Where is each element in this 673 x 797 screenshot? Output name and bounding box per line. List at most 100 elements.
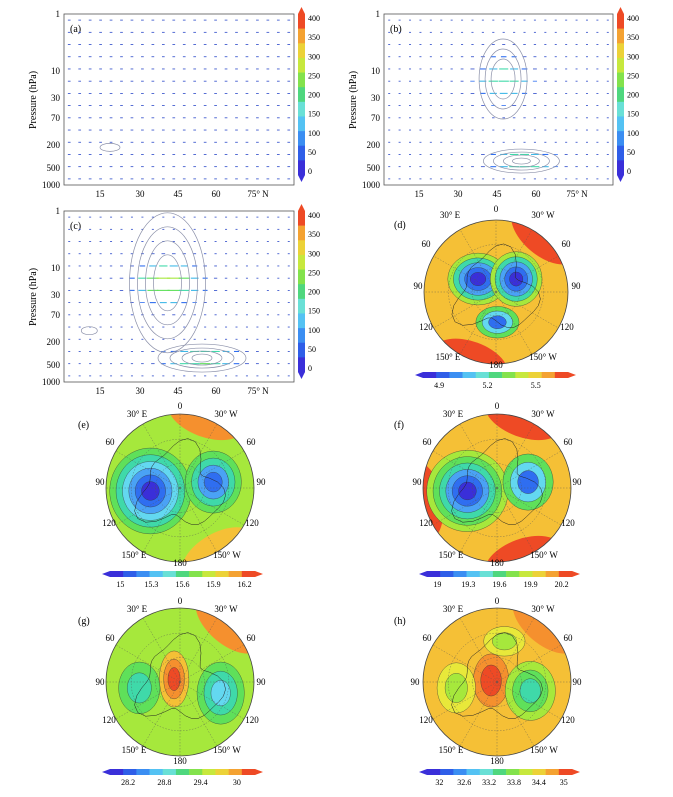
- meridian-line: [496, 644, 562, 683]
- lon-label: 0: [178, 596, 183, 606]
- vector-field: [68, 212, 290, 377]
- meridian-line: [459, 291, 497, 355]
- y-tick-label: 30: [51, 93, 61, 103]
- colorbar-segment: [532, 571, 546, 577]
- colorbar-segment: [617, 28, 624, 44]
- contour-line: [490, 58, 516, 100]
- map-boundary: [105, 607, 255, 757]
- panel-label: (d): [394, 220, 406, 231]
- meridian-line: [432, 487, 498, 526]
- colorbar-segment: [123, 571, 137, 577]
- horizontal-colorbar: 28.2 28.8 29.4 30: [102, 769, 263, 787]
- lon-label: 0: [178, 401, 183, 411]
- colorbar-tick-label: 33.2: [482, 778, 496, 787]
- meridian-line: [432, 644, 498, 683]
- y-tick-label: 1: [376, 9, 381, 19]
- contour-line: [137, 226, 198, 340]
- colorbar-cap-top: [298, 7, 305, 14]
- colorbar-cap-right: [568, 372, 576, 378]
- colorbar-segment: [149, 769, 164, 775]
- colorbar-cap-bottom: [298, 372, 305, 379]
- longitude-labels: 0 30° E 30° W 60 60 90 90 120 120 150° E…: [96, 596, 267, 766]
- plot-frame: [63, 210, 295, 383]
- colorbar-tick-label: 0: [627, 167, 631, 176]
- x-tick-label: 45: [174, 189, 184, 199]
- colorbar-segment: [298, 313, 305, 329]
- coastline: [451, 243, 541, 328]
- colorbar-tick-label: 15.6: [176, 580, 190, 589]
- colorbar-cap-left: [102, 571, 110, 577]
- colorbar-segment: [189, 571, 203, 577]
- contour-fill: [210, 680, 231, 707]
- meridian-line: [179, 487, 245, 526]
- y-tick-label: 10: [51, 263, 61, 273]
- colorbar-tick-label: 50: [308, 345, 316, 354]
- contour-fill: [480, 664, 502, 697]
- colorbar-segment: [189, 769, 203, 775]
- contour-line: [493, 151, 550, 171]
- x-tick-label: 15: [96, 189, 106, 199]
- lon-label: 90: [257, 477, 267, 487]
- colorbar-cap-left: [415, 372, 423, 378]
- lon-label: 180: [489, 360, 503, 370]
- contour-fill: [127, 672, 152, 704]
- colorbar-tick-label: 300: [308, 249, 320, 258]
- lon-label: 0: [495, 596, 500, 606]
- colorbar-tick-label: 100: [627, 129, 639, 138]
- x-tick-label: 45: [493, 189, 503, 199]
- colorbar-segment: [423, 372, 437, 378]
- y-tick-label: 1000: [42, 180, 61, 190]
- colorbar-segment: [545, 571, 560, 577]
- colorbar-segment: [298, 14, 305, 29]
- colorbar-segment: [136, 571, 150, 577]
- lon-label: 90: [413, 477, 423, 487]
- colorbar-segment: [298, 116, 305, 132]
- lon-label: 150° W: [213, 745, 241, 755]
- colorbar-tick-label: 33.8: [507, 778, 521, 787]
- lon-label: 0: [494, 204, 499, 214]
- colorbar-segment: [298, 298, 305, 314]
- lon-label: 60: [247, 437, 257, 447]
- colorbar-tick-label: 15.9: [207, 580, 221, 589]
- colorbar-segment: [136, 769, 150, 775]
- colorbar-cap-bottom: [617, 175, 624, 182]
- x-tick-label: 60: [212, 189, 222, 199]
- colorbar-cap-bottom: [298, 175, 305, 182]
- lon-label: 150° E: [439, 550, 464, 560]
- colorbar-cap-left: [102, 769, 110, 775]
- contour-line: [191, 353, 213, 363]
- contour-fill: [519, 678, 541, 704]
- colorbar-segment: [298, 342, 305, 358]
- panel-label: (h): [394, 616, 406, 627]
- contour-line: [181, 350, 223, 366]
- colorbar-segment: [110, 769, 124, 775]
- colorbar-segment: [617, 14, 624, 29]
- coastline: [134, 632, 226, 719]
- colorbar-segment: [228, 571, 243, 577]
- colorbar-tick-label: 0: [308, 167, 312, 176]
- meridian-line: [495, 229, 533, 293]
- lon-label: 60: [106, 633, 116, 643]
- colorbar-tick-label: 400: [308, 14, 320, 23]
- y-tick-label: 70: [51, 310, 61, 320]
- panel-label: (e): [78, 420, 89, 431]
- colorbar-segment: [215, 571, 229, 577]
- colorbar-segment: [202, 769, 216, 775]
- x-tick-label: 30: [454, 189, 464, 199]
- panel-c: (c) 1 10 30 70 200 500 1000 Pressure (hP…: [28, 204, 320, 396]
- meridian-line: [433, 255, 497, 293]
- panel-label: (f): [394, 420, 404, 431]
- meridian-line: [179, 681, 218, 747]
- latitude-circle: [472, 268, 520, 316]
- colorbar-segment: [506, 769, 520, 775]
- colorbar-segment: [298, 269, 305, 285]
- filled-contours: [424, 220, 568, 364]
- vertical-colorbar: 400 350 300 250 200 150 100 50 0: [298, 204, 320, 379]
- lon-label: 150° W: [530, 550, 558, 560]
- meridian-line: [115, 644, 181, 683]
- y-tick-label: 1000: [42, 377, 61, 387]
- lon-label: 120: [419, 518, 433, 528]
- contour-fill: [167, 667, 181, 691]
- lon-label: 30° E: [127, 409, 148, 419]
- colorbar-segment: [162, 571, 177, 577]
